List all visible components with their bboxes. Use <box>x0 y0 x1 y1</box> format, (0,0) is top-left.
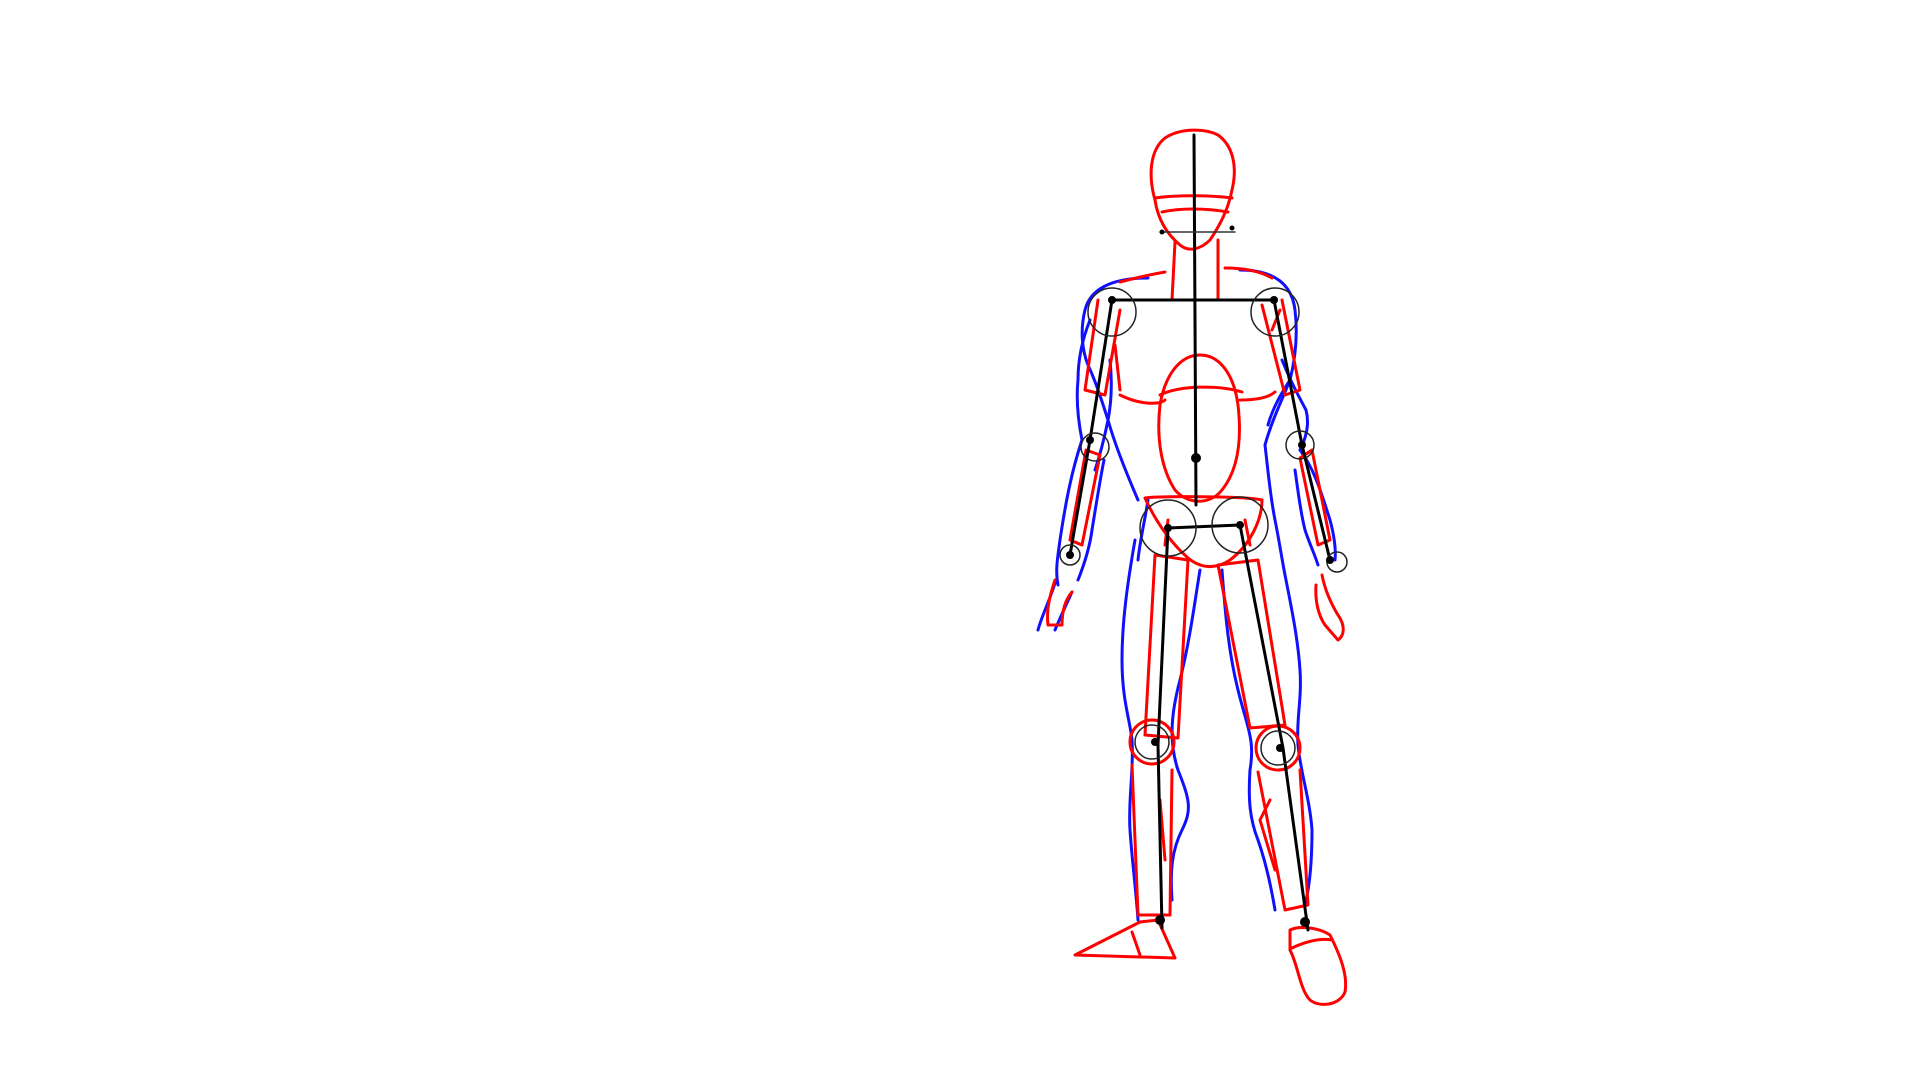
left-hip-joint <box>1139 499 1197 557</box>
right-thigh <box>1216 558 1287 730</box>
right-shoulder-joint <box>1250 287 1300 337</box>
red-forms <box>1046 128 1348 1006</box>
left-shoulder-joint <box>1087 287 1137 337</box>
brow-band <box>1153 194 1234 200</box>
hip-line <box>1166 523 1242 530</box>
left-elbow-joint <box>1080 432 1110 462</box>
head-shape <box>1149 128 1236 251</box>
right-hip-joint <box>1211 496 1269 554</box>
ribcage <box>1157 353 1241 503</box>
joint-circles <box>1059 287 1348 766</box>
left-wrist-joint <box>1059 544 1081 566</box>
pelvis <box>1143 495 1264 568</box>
skeleton-lines <box>1068 133 1332 932</box>
spine-line <box>1192 133 1198 507</box>
left-foot <box>1073 918 1177 960</box>
right-elbow-joint <box>1285 430 1315 460</box>
right-foot <box>1288 926 1348 1006</box>
left-knee <box>1128 718 1176 766</box>
left-thigh <box>1143 553 1190 740</box>
joint-dots <box>1066 225 1334 927</box>
